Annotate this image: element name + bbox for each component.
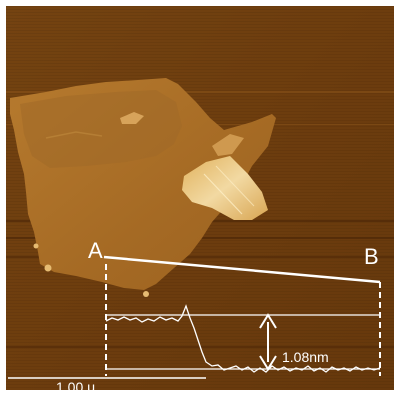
edge-particle: [44, 264, 52, 272]
bright-spot: [120, 112, 144, 124]
edge-particle: [143, 291, 149, 297]
afm-svg: A B 1.08nm 1.00 μ: [6, 6, 394, 390]
scan-streak: [6, 91, 394, 93]
wrinkle: [215, 165, 255, 207]
scan-streak: [6, 256, 394, 258]
height-arrow-head-up: [259, 313, 277, 329]
flake-shade: [20, 90, 182, 168]
height-label: 1.08nm: [282, 349, 329, 365]
point-a-label: A: [88, 238, 103, 263]
wrinkle: [203, 173, 243, 215]
height-profile-trace: [105, 304, 381, 373]
wrinkle: [45, 131, 103, 139]
afm-height-image: A B 1.08nm 1.00 μ: [6, 6, 394, 390]
bilayer-edge: [212, 134, 244, 156]
height-arrow-head-down: [259, 355, 277, 371]
point-b-label: B: [364, 244, 379, 269]
scale-bar-label: 1.00 μ: [56, 379, 95, 390]
bilayer-region: [182, 156, 268, 220]
edge-particle: [33, 243, 39, 249]
profile-line: [103, 255, 381, 284]
